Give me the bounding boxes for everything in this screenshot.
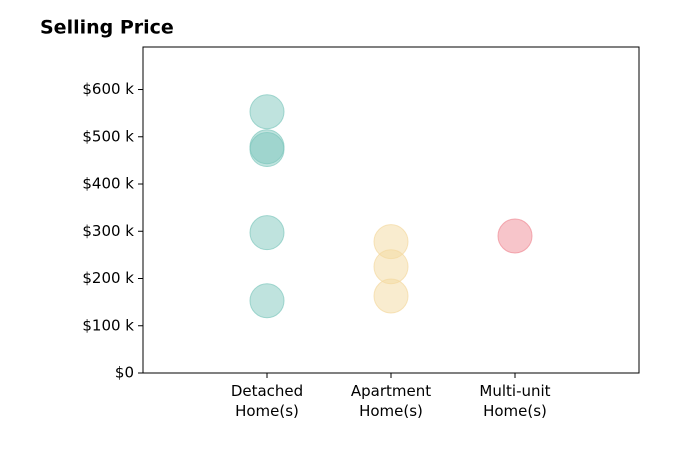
y-tick-label: $400 k (82, 175, 134, 193)
point (249, 94, 285, 130)
point (373, 278, 409, 314)
x-tick-label: Detached Home(s) (230, 382, 304, 420)
point (497, 218, 533, 254)
y-tick-label: $600 k (82, 80, 134, 98)
plot-frame (142, 46, 640, 374)
point (249, 215, 285, 251)
point (249, 283, 285, 319)
y-tick-label: $100 k (82, 316, 134, 334)
x-tick-label: Multi-unit Home(s) (479, 382, 551, 420)
chart-title: Selling Price (40, 17, 174, 39)
y-tick-label: $200 k (82, 269, 134, 287)
y-tick-label: $300 k (82, 222, 134, 240)
y-tick-label: $500 k (82, 127, 134, 145)
y-tick-label: $0 (115, 364, 134, 382)
point (249, 132, 285, 168)
x-tick-label: Apartment Home(s) (350, 382, 432, 420)
